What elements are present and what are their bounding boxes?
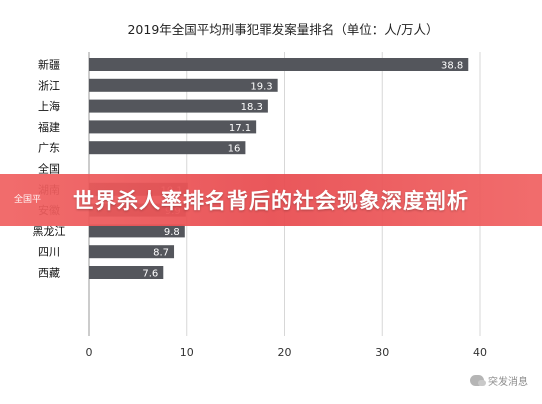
x-tick-label: 40 [473,346,487,359]
watermark: 突发消息 [470,373,528,388]
value-label: 16 [228,144,241,155]
category-label: 浙江 [38,79,60,92]
category-label: 全国 [38,162,60,176]
x-tick-label: 30 [375,346,389,359]
category-label: 四川 [38,246,60,259]
bar [89,99,268,113]
bar [89,141,246,155]
value-label: 17.1 [229,123,251,134]
value-label: 9.8 [164,227,180,238]
bar [89,78,278,92]
value-label: 38.8 [441,61,463,72]
category-label: 新疆 [38,58,60,72]
x-tick-label: 0 [86,346,93,359]
banner-partial-label: 全国平 [14,195,42,205]
category-label: 上海 [38,99,60,113]
value-label: 19.3 [250,81,272,92]
overlay-banner: 全国平 世界杀人率排名背后的社会现象深度剖析 [0,174,542,226]
bar [89,58,469,71]
value-label: 8.7 [153,248,169,259]
banner-headline: 世界杀人率排名背后的社会现象深度剖析 [73,189,469,213]
value-label: 18.3 [241,102,263,113]
category-label: 黑龙江 [33,225,66,238]
category-label: 西藏 [38,267,60,280]
watermark-text: 突发消息 [488,377,528,388]
bar [89,266,164,279]
chart-title: 2019年全国平均刑事犯罪发案量排名（单位：人/万人） [127,22,438,37]
category-label: 福建 [38,120,60,134]
x-tick-label: 20 [278,346,292,359]
bar [89,120,257,134]
x-tick-label: 10 [180,346,194,359]
category-label: 广东 [38,142,60,155]
bar [89,224,185,238]
value-label: 7.6 [142,269,158,280]
bar [89,245,175,259]
chat-bubble-icon [470,375,486,386]
